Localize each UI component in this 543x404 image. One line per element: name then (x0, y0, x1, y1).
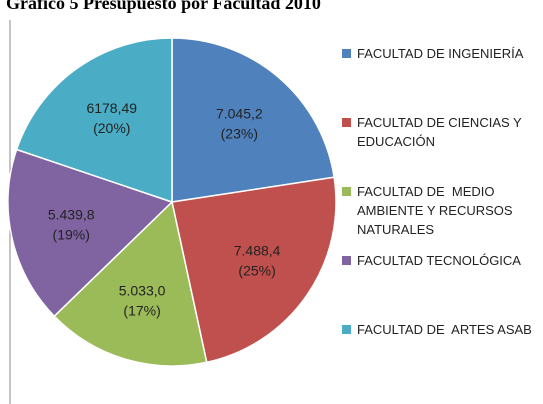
legend-swatch (342, 118, 351, 127)
legend-swatch (342, 49, 351, 58)
legend-label: FACULTAD TECNOLÓGICA (357, 253, 521, 268)
pie-slice (171, 176, 337, 364)
pie-slice (15, 37, 173, 204)
legend-item: FACULTAD DE CIENCIAS Y EDUCACIÓN (340, 113, 540, 182)
data-label: 7.045,2 (216, 105, 263, 121)
legend-item: FACULTAD TECNOLÓGICA (340, 251, 540, 320)
pie-slice (53, 200, 208, 367)
chart-title: Gráfico 5 Presupuesto por Facultad 2010 (6, 0, 321, 13)
data-label: 5.439,8 (48, 206, 95, 222)
data-label: 6178,49 (86, 100, 137, 116)
legend-label: FACULTAD DE INGENIERÍA (357, 46, 524, 61)
data-label: 5.033,0 (119, 283, 166, 299)
legend-item: FACULTAD DE MEDIO AMBIENTE Y RECURSOS NA… (340, 182, 540, 251)
legend-swatch (342, 325, 351, 334)
percent-label: (20%) (93, 120, 130, 136)
percent-label: (23%) (221, 125, 258, 141)
legend-label: FACULTAD DE ARTES ASAB (357, 322, 532, 337)
pie-slice (171, 37, 335, 203)
legend-item: FACULTAD DE INGENIERÍA (340, 44, 540, 113)
percent-label: (19%) (53, 226, 90, 242)
percent-label: (17%) (123, 303, 160, 319)
legend-swatch (342, 256, 351, 265)
legend-label: FACULTAD DE CIENCIAS Y EDUCACIÓN (357, 115, 526, 149)
legend: FACULTAD DE INGENIERÍA FACULTAD DE CIENCI… (340, 44, 540, 389)
data-label: 7.488,4 (234, 242, 281, 258)
percent-label: (25%) (238, 262, 275, 278)
pie-slice (7, 148, 174, 318)
legend-item: FACULTAD DE ARTES ASAB (340, 320, 540, 389)
legend-label: FACULTAD DE MEDIO AMBIENTE Y RECURSOS NA… (357, 184, 517, 237)
legend-swatch (342, 187, 351, 196)
